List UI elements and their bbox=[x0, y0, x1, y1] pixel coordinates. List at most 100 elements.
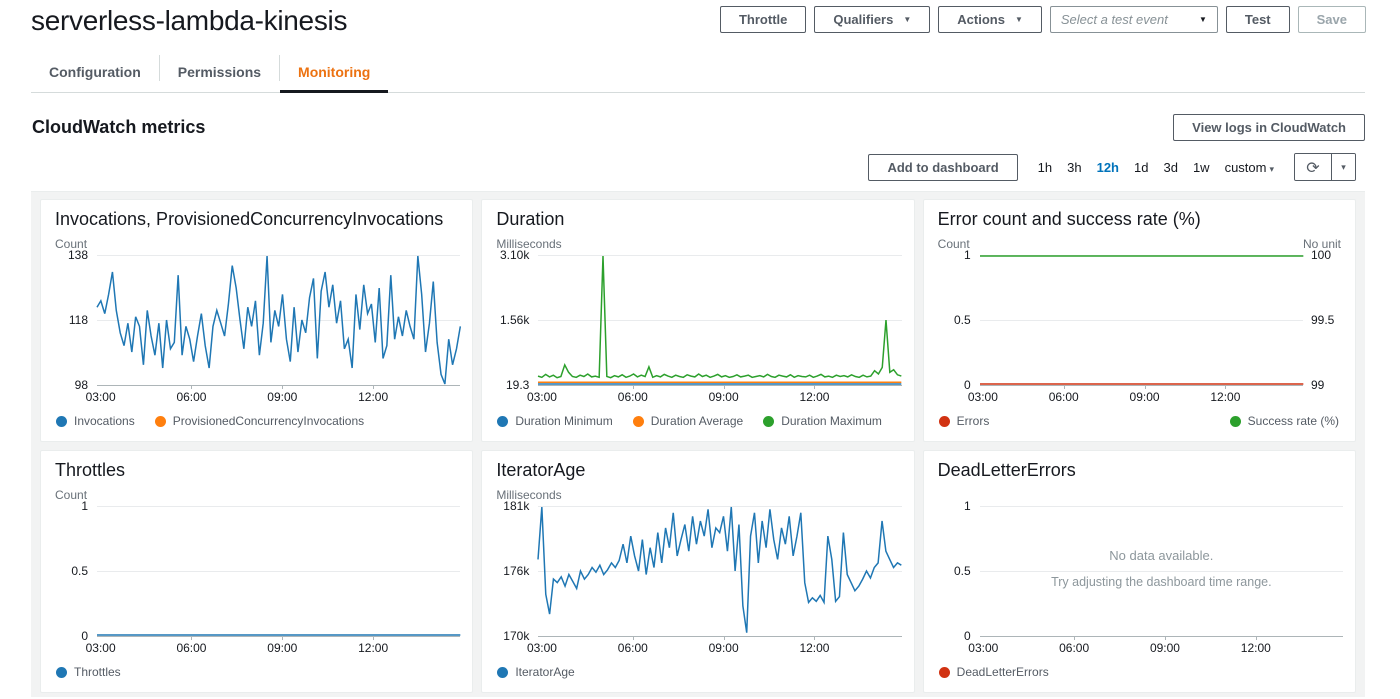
gridline bbox=[979, 320, 1303, 321]
legend-label: Duration Maximum bbox=[781, 414, 882, 428]
gridline bbox=[97, 255, 461, 256]
y-axis-labels: 1 0.5 0 bbox=[936, 499, 980, 643]
y-tick-label: 1.56k bbox=[499, 313, 530, 327]
legend-item[interactable]: Invocations bbox=[56, 414, 135, 428]
left-axis-unit: Count bbox=[55, 237, 88, 251]
function-header: serverless-lambda-kinesis Throttle Quali… bbox=[0, 0, 1400, 37]
legend-dot-icon bbox=[497, 666, 509, 678]
chevron-down-icon: ▼ bbox=[1198, 15, 1207, 24]
add-to-dashboard-button[interactable]: Add to dashboard bbox=[868, 153, 1018, 181]
metrics-section-header: CloudWatch metrics View logs in CloudWat… bbox=[0, 93, 1400, 141]
chart-legend: DeadLetterErrors bbox=[936, 665, 1343, 679]
y-tick-label: 1 bbox=[963, 499, 971, 513]
refresh-icon: ⟳ bbox=[1306, 157, 1320, 177]
x-tick-label: 03:00 bbox=[526, 641, 557, 655]
qualifiers-button[interactable]: Qualifiers ▼ bbox=[814, 6, 931, 33]
test-button[interactable]: Test bbox=[1225, 6, 1290, 33]
range-3h[interactable]: 3h bbox=[1067, 159, 1082, 175]
tab-permissions[interactable]: Permissions bbox=[177, 64, 262, 80]
tab-configuration[interactable]: Configuration bbox=[49, 64, 141, 80]
right-y-tick-label: 99.5 bbox=[1311, 313, 1335, 327]
x-tick-label: 06:00 bbox=[1048, 390, 1079, 404]
range-1d[interactable]: 1d bbox=[1134, 159, 1149, 175]
legend-dot-icon bbox=[763, 415, 775, 427]
right-y-tick-label: 99 bbox=[1311, 378, 1325, 392]
actions-button[interactable]: Actions ▼ bbox=[938, 6, 1042, 33]
tab-divider bbox=[279, 54, 281, 81]
x-axis-line bbox=[979, 385, 1303, 386]
range-3d[interactable]: 3d bbox=[1163, 159, 1178, 175]
plot-area bbox=[979, 255, 1303, 389]
refresh-options-button[interactable]: ▾ bbox=[1332, 154, 1355, 180]
charts-grid: Invocations, ProvisionedConcurrencyInvoc… bbox=[40, 199, 1356, 693]
legend-item[interactable]: Errors bbox=[938, 414, 989, 428]
refresh-button[interactable]: ⟳ bbox=[1295, 154, 1332, 180]
x-tick-label: 12:00 bbox=[799, 641, 830, 655]
legend-dot-icon bbox=[938, 666, 950, 678]
throttle-button[interactable]: Throttle bbox=[719, 6, 807, 33]
chart-legend: IteratorAge bbox=[494, 665, 901, 679]
left-axis-unit: Milliseconds bbox=[496, 488, 562, 502]
metric-chart-card[interactable]: IteratorAge Milliseconds 181k 176k 170k 03… bbox=[481, 450, 915, 693]
legend-item[interactable]: Throttles bbox=[56, 665, 121, 679]
legend-item[interactable]: Duration Average bbox=[632, 414, 743, 428]
tab-monitoring[interactable]: Monitoring bbox=[280, 51, 389, 93]
range-1h[interactable]: 1h bbox=[1037, 159, 1053, 175]
legend-item[interactable]: ProvisionedConcurrencyInvocations bbox=[154, 414, 364, 428]
x-axis-labels: 03:00 06:00 09:00 12:00 bbox=[968, 641, 1343, 656]
axis-tick bbox=[1255, 636, 1257, 640]
x-tick-label: 06:00 bbox=[176, 390, 207, 404]
legend-item[interactable]: DeadLetterErrors bbox=[938, 665, 1049, 679]
y-tick-label: 0 bbox=[963, 378, 971, 392]
axis-tick bbox=[282, 385, 284, 389]
axis-tick bbox=[1074, 636, 1076, 640]
gridline bbox=[538, 571, 902, 572]
x-tick-label: 06:00 bbox=[617, 390, 648, 404]
range-custom[interactable]: custom ▾ bbox=[1224, 159, 1274, 175]
chart-title: Duration bbox=[496, 209, 565, 229]
legend-item[interactable]: Success rate (%) bbox=[1229, 414, 1339, 428]
y-tick-label: 0.5 bbox=[953, 313, 971, 327]
x-tick-label: 06:00 bbox=[617, 641, 648, 655]
x-tick-label: 09:00 bbox=[267, 641, 298, 655]
view-logs-button[interactable]: View logs in CloudWatch bbox=[1173, 114, 1365, 141]
refresh-split-button: ⟳ ▾ bbox=[1294, 153, 1356, 181]
chart-title: Invocations, ProvisionedConcurrencyInvoc… bbox=[55, 209, 444, 229]
x-tick-label: 06:00 bbox=[1059, 641, 1090, 655]
tab-divider bbox=[158, 54, 160, 81]
chart-title: Throttles bbox=[55, 460, 126, 480]
x-axis-line bbox=[97, 636, 461, 637]
legend-dot-icon bbox=[938, 415, 950, 427]
y-tick-label: 19.3 bbox=[505, 378, 530, 392]
metric-chart-card[interactable]: Error count and success rate (%) Count N… bbox=[922, 199, 1356, 442]
y-axis-labels: 138 118 98 bbox=[53, 248, 97, 392]
plot-area bbox=[538, 506, 902, 640]
metric-chart-card[interactable]: Throttles Count 1 0.5 0 03:00 06:00 09:00 12:… bbox=[40, 450, 474, 693]
test-event-select[interactable]: Select a test event ▼ bbox=[1049, 6, 1218, 33]
plot-area bbox=[97, 506, 461, 640]
axis-tick bbox=[814, 385, 816, 389]
gridline bbox=[979, 506, 1343, 507]
y-tick-label: 138 bbox=[67, 248, 88, 262]
x-tick-label: 12:00 bbox=[1210, 390, 1241, 404]
gridline bbox=[538, 255, 902, 256]
x-axis-labels: 03:00 06:00 09:00 12:00 bbox=[968, 390, 1303, 405]
metric-chart-card[interactable]: Duration Milliseconds 3.10k 1.56k 19.3 03:… bbox=[481, 199, 915, 442]
legend-label: Throttles bbox=[74, 665, 121, 679]
legend-item[interactable]: Duration Maximum bbox=[763, 414, 882, 428]
legend-item[interactable]: IteratorAge bbox=[497, 665, 575, 679]
right-axis-labels: 100 99.5 99 bbox=[1303, 248, 1343, 392]
legend-item[interactable]: Duration Minimum bbox=[497, 414, 613, 428]
x-tick-label: 03:00 bbox=[968, 641, 999, 655]
y-tick-label: 1 bbox=[81, 499, 88, 513]
range-1w[interactable]: 1w bbox=[1192, 159, 1210, 175]
axis-tick bbox=[1164, 636, 1166, 640]
y-tick-label: 0.5 bbox=[71, 564, 88, 578]
gridline bbox=[538, 320, 902, 321]
range-12h[interactable]: 12h bbox=[1096, 159, 1119, 175]
metric-chart-card[interactable]: DeadLetterErrors 1 0.5 0 No data available… bbox=[922, 450, 1356, 693]
time-range-selector: 1h 3h 12h 1d 3d 1w custom ▾ bbox=[1038, 160, 1274, 175]
x-tick-label: 12:00 bbox=[358, 641, 389, 655]
metric-chart-card[interactable]: Invocations, ProvisionedConcurrencyInvoc… bbox=[40, 199, 474, 442]
save-button[interactable]: Save bbox=[1297, 6, 1366, 33]
